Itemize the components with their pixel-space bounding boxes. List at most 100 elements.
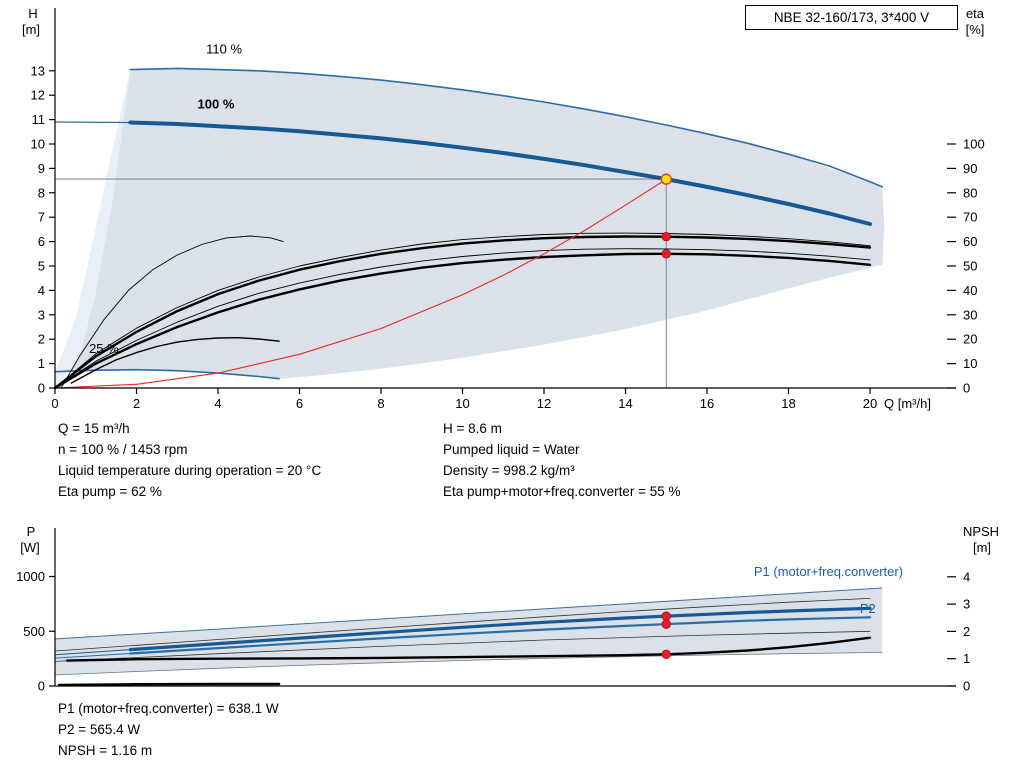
series-system-curve — [54, 178, 667, 389]
qh-yr-tick-label: 20 — [963, 332, 977, 347]
power-envelope-upper-edge — [54, 587, 883, 640]
pump-model-title: NBE 32-160/173, 3*400 V — [745, 5, 958, 30]
power-yl-tick-label: 1000 — [16, 569, 45, 584]
info-eta-total: Eta pump+motor+freq.converter = 55 % — [443, 484, 681, 499]
power-annotation-1: P2 — [860, 601, 876, 616]
power-yr-tick-label: 3 — [963, 597, 970, 612]
qh-x-axis-label: Q [m³/h] — [884, 396, 931, 411]
qh-annotation-2: 25 % — [89, 341, 119, 356]
series-eta-pump — [53, 235, 872, 390]
qh-x-tick-label: 14 — [618, 396, 632, 411]
series-speed-110pct — [129, 67, 884, 188]
info-head: H = 8.6 m — [443, 421, 502, 436]
qh-x-tick-label: 12 — [537, 396, 551, 411]
qh-x-tick-label: 18 — [781, 396, 795, 411]
qh-x-tick-label: 16 — [700, 396, 714, 411]
qh-yl-tick-label: 2 — [38, 332, 45, 347]
curve-point-marker — [661, 249, 671, 259]
info-density: Density = 998.2 kg/m³ — [443, 463, 575, 478]
duty-info-right: H = 8.6 m Pumped liquid = Water Density … — [443, 418, 681, 502]
qh-yl-tick-label: 7 — [38, 210, 45, 225]
power-y-right-axis-label: NPSH — [963, 524, 999, 539]
qh-x-tick-label: 20 — [863, 396, 877, 411]
qh-y-right-axis-label: eta — [966, 6, 985, 21]
qh-yl-tick-label: 4 — [38, 283, 45, 298]
qh-yl-tick-label: 6 — [38, 234, 45, 249]
series-speed-100pct-minflow — [54, 121, 131, 124]
qh-yl-tick-label: 12 — [31, 88, 45, 103]
power-annotation-0: P1 (motor+freq.converter) — [754, 564, 903, 579]
series-power-band-upper-thin — [54, 598, 871, 652]
power-y-right-axis-unit: [m] — [973, 540, 991, 555]
power-envelope-lower-edge — [54, 651, 883, 676]
series-power-band-lower-thin — [54, 630, 871, 662]
qh-yl-tick-label: 3 — [38, 307, 45, 322]
power-yr-tick-label: 0 — [963, 679, 970, 694]
qh-yl-tick-label: 8 — [38, 185, 45, 200]
info-p1: P1 (motor+freq.converter) = 638.1 W — [58, 701, 279, 716]
qh-yl-tick-label: 10 — [31, 137, 45, 152]
qh-yr-tick-label: 30 — [963, 307, 977, 322]
qh-x-tick-label: 6 — [296, 396, 303, 411]
duty-info-left: Q = 15 m³/h n = 100 % / 1453 rpm Liquid … — [58, 418, 321, 502]
info-speed: n = 100 % / 1453 rpm — [58, 442, 188, 457]
qh-x-tick-label: 0 — [51, 396, 58, 411]
qh-x-tick-label: 2 — [133, 396, 140, 411]
qh-yr-tick-label: 0 — [963, 381, 970, 396]
info-eta-pump: Eta pump = 62 % — [58, 484, 162, 499]
qh-yl-tick-label: 13 — [31, 63, 45, 78]
qh-annotation-1: 100 % — [198, 97, 235, 112]
qh-yr-tick-label: 60 — [963, 234, 977, 249]
curve-point-marker — [661, 619, 671, 629]
power-info: P1 (motor+freq.converter) = 638.1 W P2 =… — [58, 698, 279, 761]
info-flow: Q = 15 m³/h — [58, 421, 130, 436]
qh-yr-tick-label: 90 — [963, 161, 977, 176]
series-eta-low-speed — [60, 235, 284, 389]
qh-yl-tick-label: 9 — [38, 161, 45, 176]
series-eta-band-lower — [54, 248, 871, 389]
series-power-25pct — [57, 682, 281, 687]
series-npsh-curve — [65, 636, 872, 662]
qh-yr-tick-label: 10 — [963, 356, 977, 371]
series-p2-lead — [54, 653, 131, 659]
series-eta-small-curve — [70, 337, 280, 384]
operating-envelope — [55, 68, 885, 389]
qh-yr-tick-label: 40 — [963, 283, 977, 298]
info-liquid-temp: Liquid temperature during operation = 20… — [58, 463, 322, 478]
qh-yl-tick-label: 5 — [38, 259, 45, 274]
series-p1-lead — [54, 649, 131, 656]
duty-point-marker[interactable] — [660, 173, 672, 185]
power-yr-tick-label: 2 — [963, 624, 970, 639]
power-yl-tick-label: 500 — [23, 624, 45, 639]
power-yr-tick-label: 4 — [963, 569, 970, 584]
series-p2 — [129, 616, 872, 655]
series-speed-100pct — [128, 120, 872, 226]
qh-y-left-axis-label: H — [28, 6, 37, 21]
info-p2: P2 = 565.4 W — [58, 722, 141, 737]
curve-point-marker — [661, 611, 671, 621]
qh-yl-tick-label: 0 — [38, 381, 45, 396]
pump-model-text: NBE 32-160/173, 3*400 V — [773, 10, 930, 25]
qh-x-tick-label: 8 — [377, 396, 384, 411]
info-npsh: NPSH = 1.16 m — [58, 743, 153, 758]
qh-yl-tick-label: 11 — [32, 112, 46, 127]
qh-x-tick-label: 10 — [455, 396, 469, 411]
power-y-left-axis-label: P — [27, 524, 36, 539]
qh-yr-tick-label: 100 — [963, 137, 985, 152]
qh-yr-tick-label: 50 — [963, 259, 977, 274]
qh-y-right-axis-unit: [%] — [966, 22, 985, 37]
qh-yr-tick-label: 70 — [963, 210, 977, 225]
qh-annotation-0: 110 % — [206, 42, 242, 57]
power-y-left-axis-unit: [W] — [20, 540, 40, 555]
series-eta-band-upper — [54, 232, 871, 389]
qh-y-left-axis-unit: [m] — [22, 22, 40, 37]
series-eta-pump-motor-freq — [53, 252, 872, 390]
qh-yr-tick-label: 80 — [963, 185, 977, 200]
qh-x-tick-label: 4 — [214, 396, 221, 411]
power-yr-tick-label: 1 — [963, 651, 970, 666]
qh-yl-tick-label: 1 — [38, 356, 45, 371]
power-yl-tick-label: 0 — [38, 679, 45, 694]
operating-envelope-light — [55, 69, 131, 388]
